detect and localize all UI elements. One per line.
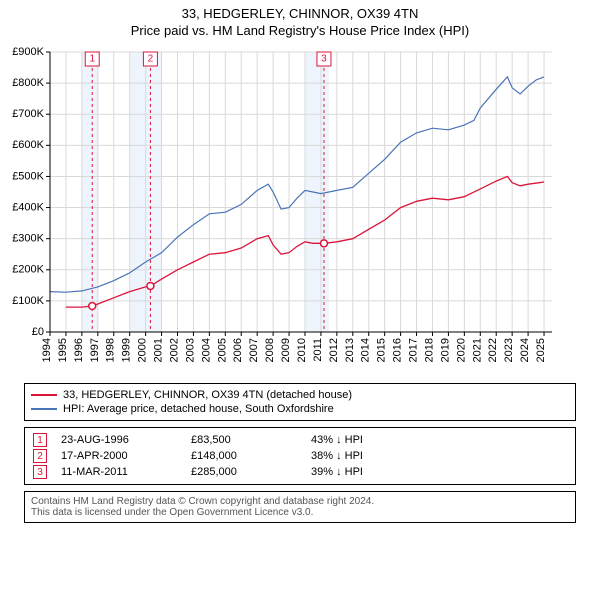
svg-text:1997: 1997 bbox=[89, 338, 101, 362]
svg-text:£200K: £200K bbox=[12, 264, 44, 276]
legend-label: 33, HEDGERLEY, CHINNOR, OX39 4TN (detach… bbox=[63, 389, 352, 401]
transaction-date: 23-AUG-1996 bbox=[61, 434, 191, 446]
legend-item-property: 33, HEDGERLEY, CHINNOR, OX39 4TN (detach… bbox=[31, 388, 569, 402]
svg-text:2013: 2013 bbox=[344, 338, 356, 362]
svg-text:1995: 1995 bbox=[57, 338, 69, 362]
svg-text:2008: 2008 bbox=[264, 338, 276, 362]
svg-text:2024: 2024 bbox=[519, 338, 531, 362]
svg-text:£400K: £400K bbox=[12, 201, 44, 213]
transaction-row: 2 17-APR-2000£148,00038% ↓ HPI bbox=[31, 448, 569, 464]
svg-text:£900K: £900K bbox=[12, 46, 44, 58]
svg-text:2018: 2018 bbox=[423, 338, 435, 362]
svg-text:2022: 2022 bbox=[487, 338, 499, 362]
transaction-marker: 2 bbox=[33, 449, 47, 463]
transaction-marker: 3 bbox=[33, 465, 47, 479]
legend: 33, HEDGERLEY, CHINNOR, OX39 4TN (detach… bbox=[24, 383, 576, 421]
svg-text:2002: 2002 bbox=[168, 338, 180, 362]
svg-text:2003: 2003 bbox=[184, 338, 196, 362]
transaction-price: £285,000 bbox=[191, 466, 311, 478]
svg-text:2001: 2001 bbox=[153, 338, 165, 362]
svg-text:2019: 2019 bbox=[439, 338, 451, 362]
page-title-line2: Price paid vs. HM Land Registry's House … bbox=[0, 23, 600, 38]
svg-text:2000: 2000 bbox=[137, 338, 149, 362]
transaction-marker: 1 bbox=[33, 433, 47, 447]
svg-text:2016: 2016 bbox=[392, 338, 404, 362]
footer-line1: Contains HM Land Registry data © Crown c… bbox=[31, 496, 569, 507]
svg-text:£0: £0 bbox=[32, 326, 44, 338]
footer-line2: This data is licensed under the Open Gov… bbox=[31, 507, 569, 518]
svg-text:2009: 2009 bbox=[280, 338, 292, 362]
svg-text:2012: 2012 bbox=[328, 338, 340, 362]
svg-text:2004: 2004 bbox=[200, 338, 212, 362]
svg-text:2025: 2025 bbox=[535, 338, 547, 362]
transaction-price: £83,500 bbox=[191, 434, 311, 446]
svg-text:3: 3 bbox=[321, 54, 327, 65]
svg-text:2017: 2017 bbox=[408, 338, 420, 362]
svg-text:2006: 2006 bbox=[232, 338, 244, 362]
svg-text:2023: 2023 bbox=[503, 338, 515, 362]
svg-text:2020: 2020 bbox=[455, 338, 467, 362]
svg-text:1998: 1998 bbox=[105, 338, 117, 362]
svg-text:£300K: £300K bbox=[12, 233, 44, 245]
svg-text:2007: 2007 bbox=[248, 338, 260, 362]
transaction-pct: 43% ↓ HPI bbox=[311, 434, 363, 446]
svg-text:1994: 1994 bbox=[41, 338, 53, 362]
transaction-price: £148,000 bbox=[191, 450, 311, 462]
svg-text:2010: 2010 bbox=[296, 338, 308, 362]
page-title-line1: 33, HEDGERLEY, CHINNOR, OX39 4TN bbox=[0, 6, 600, 21]
transaction-row: 3 11-MAR-2011£285,00039% ↓ HPI bbox=[31, 464, 569, 480]
svg-text:£600K: £600K bbox=[12, 139, 44, 151]
svg-text:1996: 1996 bbox=[73, 338, 85, 362]
svg-text:£500K: £500K bbox=[12, 170, 44, 182]
legend-item-hpi: HPI: Average price, detached house, Sout… bbox=[31, 402, 569, 416]
transactions-table: 1 23-AUG-1996£83,50043% ↓ HPI 2 17-APR-2000… bbox=[24, 427, 576, 485]
svg-text:£100K: £100K bbox=[12, 295, 44, 307]
svg-text:2014: 2014 bbox=[360, 338, 372, 362]
transaction-pct: 38% ↓ HPI bbox=[311, 450, 363, 462]
svg-text:1: 1 bbox=[89, 54, 95, 65]
transaction-date: 11-MAR-2011 bbox=[61, 466, 191, 478]
footer-licence: Contains HM Land Registry data © Crown c… bbox=[24, 491, 576, 523]
svg-text:2011: 2011 bbox=[312, 338, 324, 362]
price-chart: 1 2 3 £0 £100K £200K £300K £400K £500K £600K £700K… bbox=[0, 42, 600, 377]
svg-text:2015: 2015 bbox=[376, 338, 388, 362]
svg-text:1999: 1999 bbox=[121, 338, 133, 362]
svg-text:2005: 2005 bbox=[216, 338, 228, 362]
svg-text:2021: 2021 bbox=[471, 338, 483, 362]
transaction-row: 1 23-AUG-1996£83,50043% ↓ HPI bbox=[31, 432, 569, 448]
svg-text:2: 2 bbox=[148, 54, 154, 65]
legend-label: HPI: Average price, detached house, Sout… bbox=[63, 403, 334, 415]
transaction-date: 17-APR-2000 bbox=[61, 450, 191, 462]
svg-text:£700K: £700K bbox=[12, 108, 44, 120]
transaction-pct: 39% ↓ HPI bbox=[311, 466, 363, 478]
svg-text:£800K: £800K bbox=[12, 77, 44, 89]
